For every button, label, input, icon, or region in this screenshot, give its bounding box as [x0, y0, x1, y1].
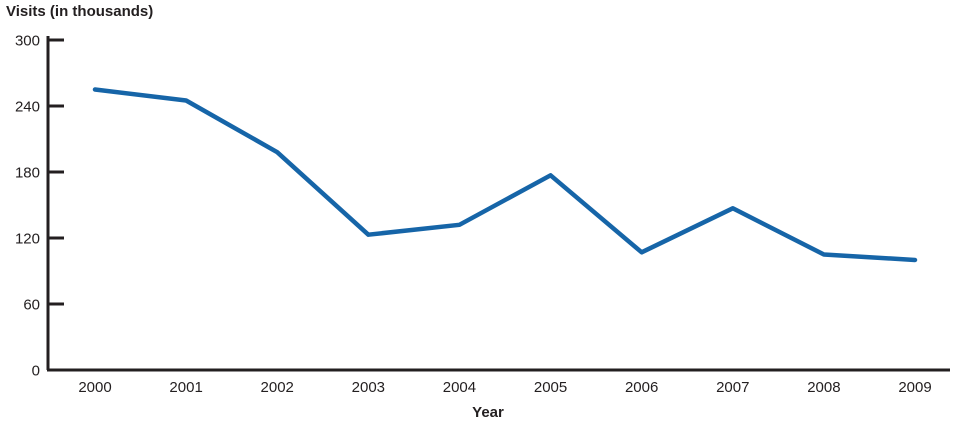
x-axis-title: Year — [472, 404, 504, 421]
x-tick-label: 2004 — [443, 379, 476, 396]
x-tick-label: 2001 — [169, 379, 202, 396]
x-tick-label: 2003 — [352, 379, 385, 396]
y-tick-label: 60 — [23, 296, 40, 313]
x-tick-label: 2007 — [716, 379, 749, 396]
y-tick-label: 0 — [32, 362, 40, 379]
y-tick-label: 300 — [15, 32, 40, 49]
visits-line-series — [92, 87, 918, 263]
x-tick-label: 2006 — [625, 379, 658, 396]
x-tick-label: 2009 — [898, 379, 931, 396]
x-tick-label: 2005 — [534, 379, 567, 396]
x-tick-label: 2000 — [78, 379, 111, 396]
chart-title: Visits (in thousands) — [6, 3, 154, 20]
x-tick-label: 2008 — [807, 379, 840, 396]
y-tick-label: 180 — [15, 164, 40, 181]
x-tick-label: 2002 — [261, 379, 294, 396]
y-tick-label: 120 — [15, 230, 40, 247]
y-tick-label: 240 — [15, 98, 40, 115]
